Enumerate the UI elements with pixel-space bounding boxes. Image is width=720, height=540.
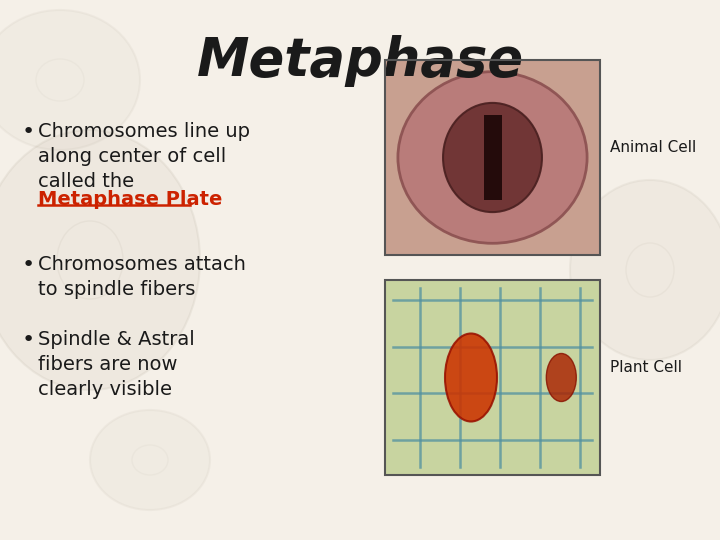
Text: •: •	[22, 330, 35, 350]
Text: Metaphase Plate: Metaphase Plate	[38, 190, 222, 209]
Ellipse shape	[90, 410, 210, 510]
Ellipse shape	[445, 334, 497, 422]
FancyBboxPatch shape	[484, 114, 502, 200]
FancyBboxPatch shape	[385, 280, 600, 475]
Ellipse shape	[0, 130, 200, 390]
Text: Chromosomes line up
along center of cell
called the: Chromosomes line up along center of cell…	[38, 122, 250, 191]
FancyBboxPatch shape	[385, 60, 600, 255]
Text: Plant Cell: Plant Cell	[610, 360, 682, 375]
Text: Animal Cell: Animal Cell	[610, 140, 696, 156]
Ellipse shape	[546, 354, 576, 402]
Ellipse shape	[0, 10, 140, 150]
Text: Chromosomes attach
to spindle fibers: Chromosomes attach to spindle fibers	[38, 255, 246, 299]
Ellipse shape	[398, 72, 587, 244]
Text: Spindle & Astral
fibers are now
clearly visible: Spindle & Astral fibers are now clearly …	[38, 330, 194, 399]
Text: •: •	[22, 122, 35, 142]
Ellipse shape	[443, 103, 542, 212]
Text: •: •	[22, 255, 35, 275]
Ellipse shape	[570, 180, 720, 360]
Text: Metaphase: Metaphase	[197, 35, 523, 87]
